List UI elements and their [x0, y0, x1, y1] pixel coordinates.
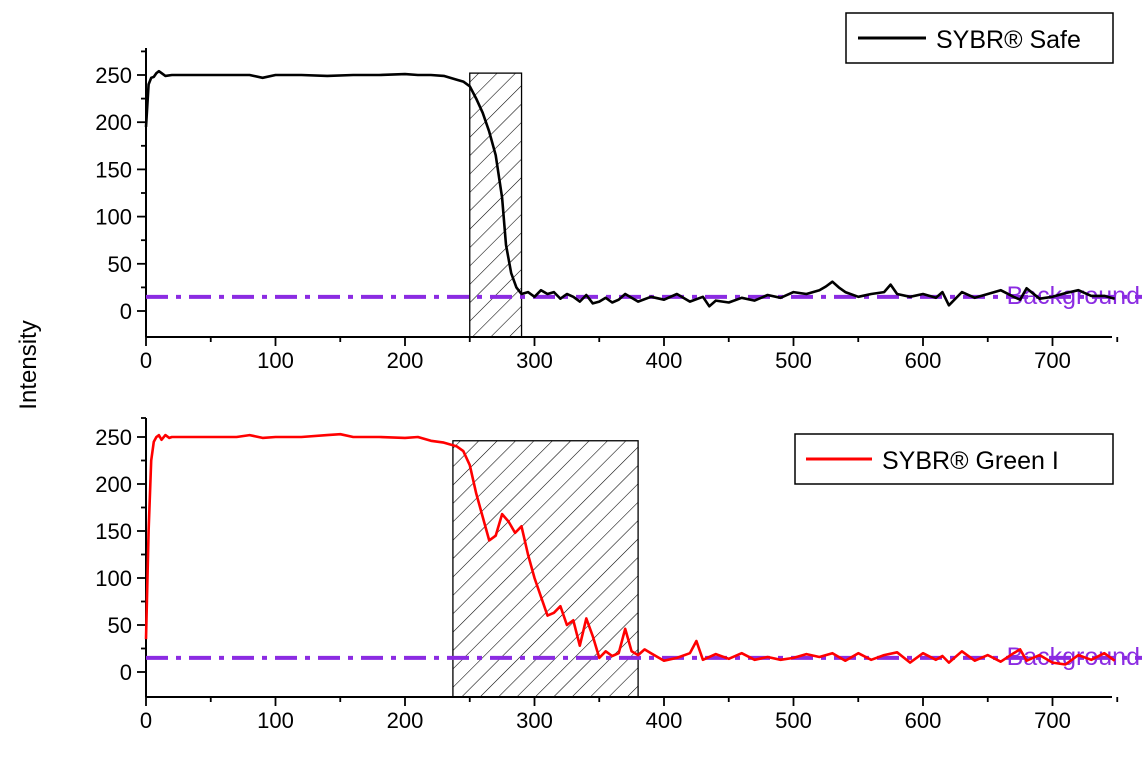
- x-tick-label: 200: [387, 708, 424, 733]
- hatched-region: [469, 72, 523, 338]
- x-tick-label: 700: [1034, 708, 1071, 733]
- x-tick-label: 400: [646, 708, 683, 733]
- series-line: [144, 69, 1116, 308]
- y-tick-label: 0: [120, 660, 132, 685]
- y-tick-label: 150: [95, 157, 132, 182]
- legend-box: [845, 12, 1114, 64]
- background-label: Background: [1007, 643, 1140, 671]
- y-tick-label: 250: [95, 425, 132, 450]
- y-tick-label: 50: [108, 252, 132, 277]
- top-panel: 0 100 200 300 400 500 600 700 0 50 100 150 200 250 Bac…: [95, 12, 1142, 373]
- y-tick-label: 250: [95, 63, 132, 88]
- x-tick-label: 200: [387, 348, 424, 373]
- series-line: [144, 432, 1116, 666]
- x-tick-label: 600: [905, 348, 942, 373]
- x-tick-label: 0: [140, 708, 152, 733]
- x-tick-label: 0: [140, 348, 152, 373]
- x-tick-label: 300: [516, 708, 553, 733]
- y-tick-label: 200: [95, 472, 132, 497]
- x-tick-label: 700: [1034, 348, 1071, 373]
- x-tick-label: 400: [646, 348, 683, 373]
- x-tick-label: 100: [257, 708, 294, 733]
- x-tick-label: 100: [257, 348, 294, 373]
- background-label: Background: [1007, 282, 1140, 310]
- x-tick-label: 300: [516, 348, 553, 373]
- legend-label: SYBR® Safe: [936, 26, 1081, 54]
- x-tick-label: 600: [905, 708, 942, 733]
- hatched-region: [452, 440, 639, 698]
- legend-label: SYBR® Green I: [882, 447, 1059, 475]
- y-tick-label: 100: [95, 566, 132, 591]
- y-tick-label: 150: [95, 519, 132, 544]
- y-tick-label: 50: [108, 613, 132, 638]
- x-tick-label: 500: [775, 708, 812, 733]
- y-tick-label: 100: [95, 205, 132, 230]
- y-tick-label: 0: [120, 299, 132, 324]
- bottom-panel: 0 100 200 300 400 500 600 700 0 50 100 150 200 250 Bac…: [95, 417, 1142, 733]
- x-tick-label: 500: [775, 348, 812, 373]
- y-tick-label: 200: [95, 110, 132, 135]
- y-axis-label: Intensity: [15, 320, 42, 409]
